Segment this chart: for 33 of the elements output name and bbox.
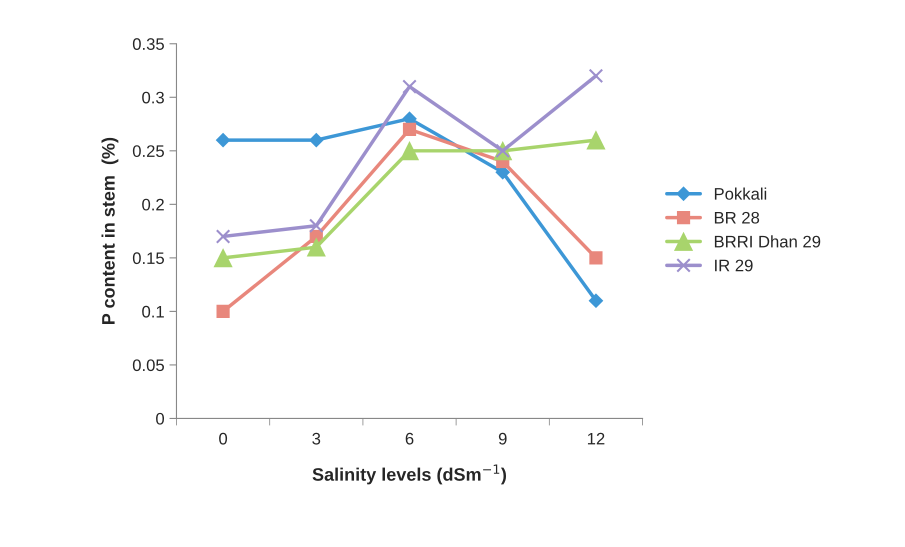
- point: [309, 132, 324, 148]
- y-tick-label: 0.25: [132, 145, 164, 158]
- y-tick-label: 0: [156, 412, 164, 425]
- point: [216, 304, 230, 318]
- point: [216, 229, 230, 244]
- x-tick-label: 0: [219, 432, 228, 445]
- legend-label: Pokkali: [714, 188, 766, 200]
- y-tick-label: 0.2: [142, 198, 164, 211]
- point: [214, 248, 232, 268]
- point: [309, 218, 324, 234]
- point: [588, 68, 604, 84]
- x-tick-label: 6: [406, 432, 414, 445]
- legend-label: BRRI Dhan 29: [714, 235, 820, 248]
- x-tick-label: 12: [588, 432, 604, 444]
- x-axis-title: Salinity levels (dSm$^{−1}$): [312, 464, 506, 484]
- legend-label: IR 29: [715, 260, 753, 272]
- point: [588, 293, 604, 308]
- y-tick-label: 0.35: [132, 38, 164, 50]
- x-tick-label: 9: [498, 432, 507, 445]
- y-axis-title: P content in stem (%): [102, 138, 118, 324]
- y-tick-label: 0.3: [142, 92, 164, 104]
- y-tick-label: 0.15: [132, 252, 164, 264]
- y-tick-label: 0.05: [132, 359, 164, 372]
- legend-label: BR 28: [714, 212, 760, 224]
- point: [216, 132, 230, 148]
- point: [402, 79, 417, 94]
- point: [589, 251, 603, 264]
- point: [586, 130, 606, 150]
- x-tick-label: 3: [312, 432, 320, 445]
- point: [400, 141, 419, 160]
- point: [402, 122, 416, 136]
- y-tick-label: 0.1: [142, 306, 164, 318]
- point: [306, 238, 326, 257]
